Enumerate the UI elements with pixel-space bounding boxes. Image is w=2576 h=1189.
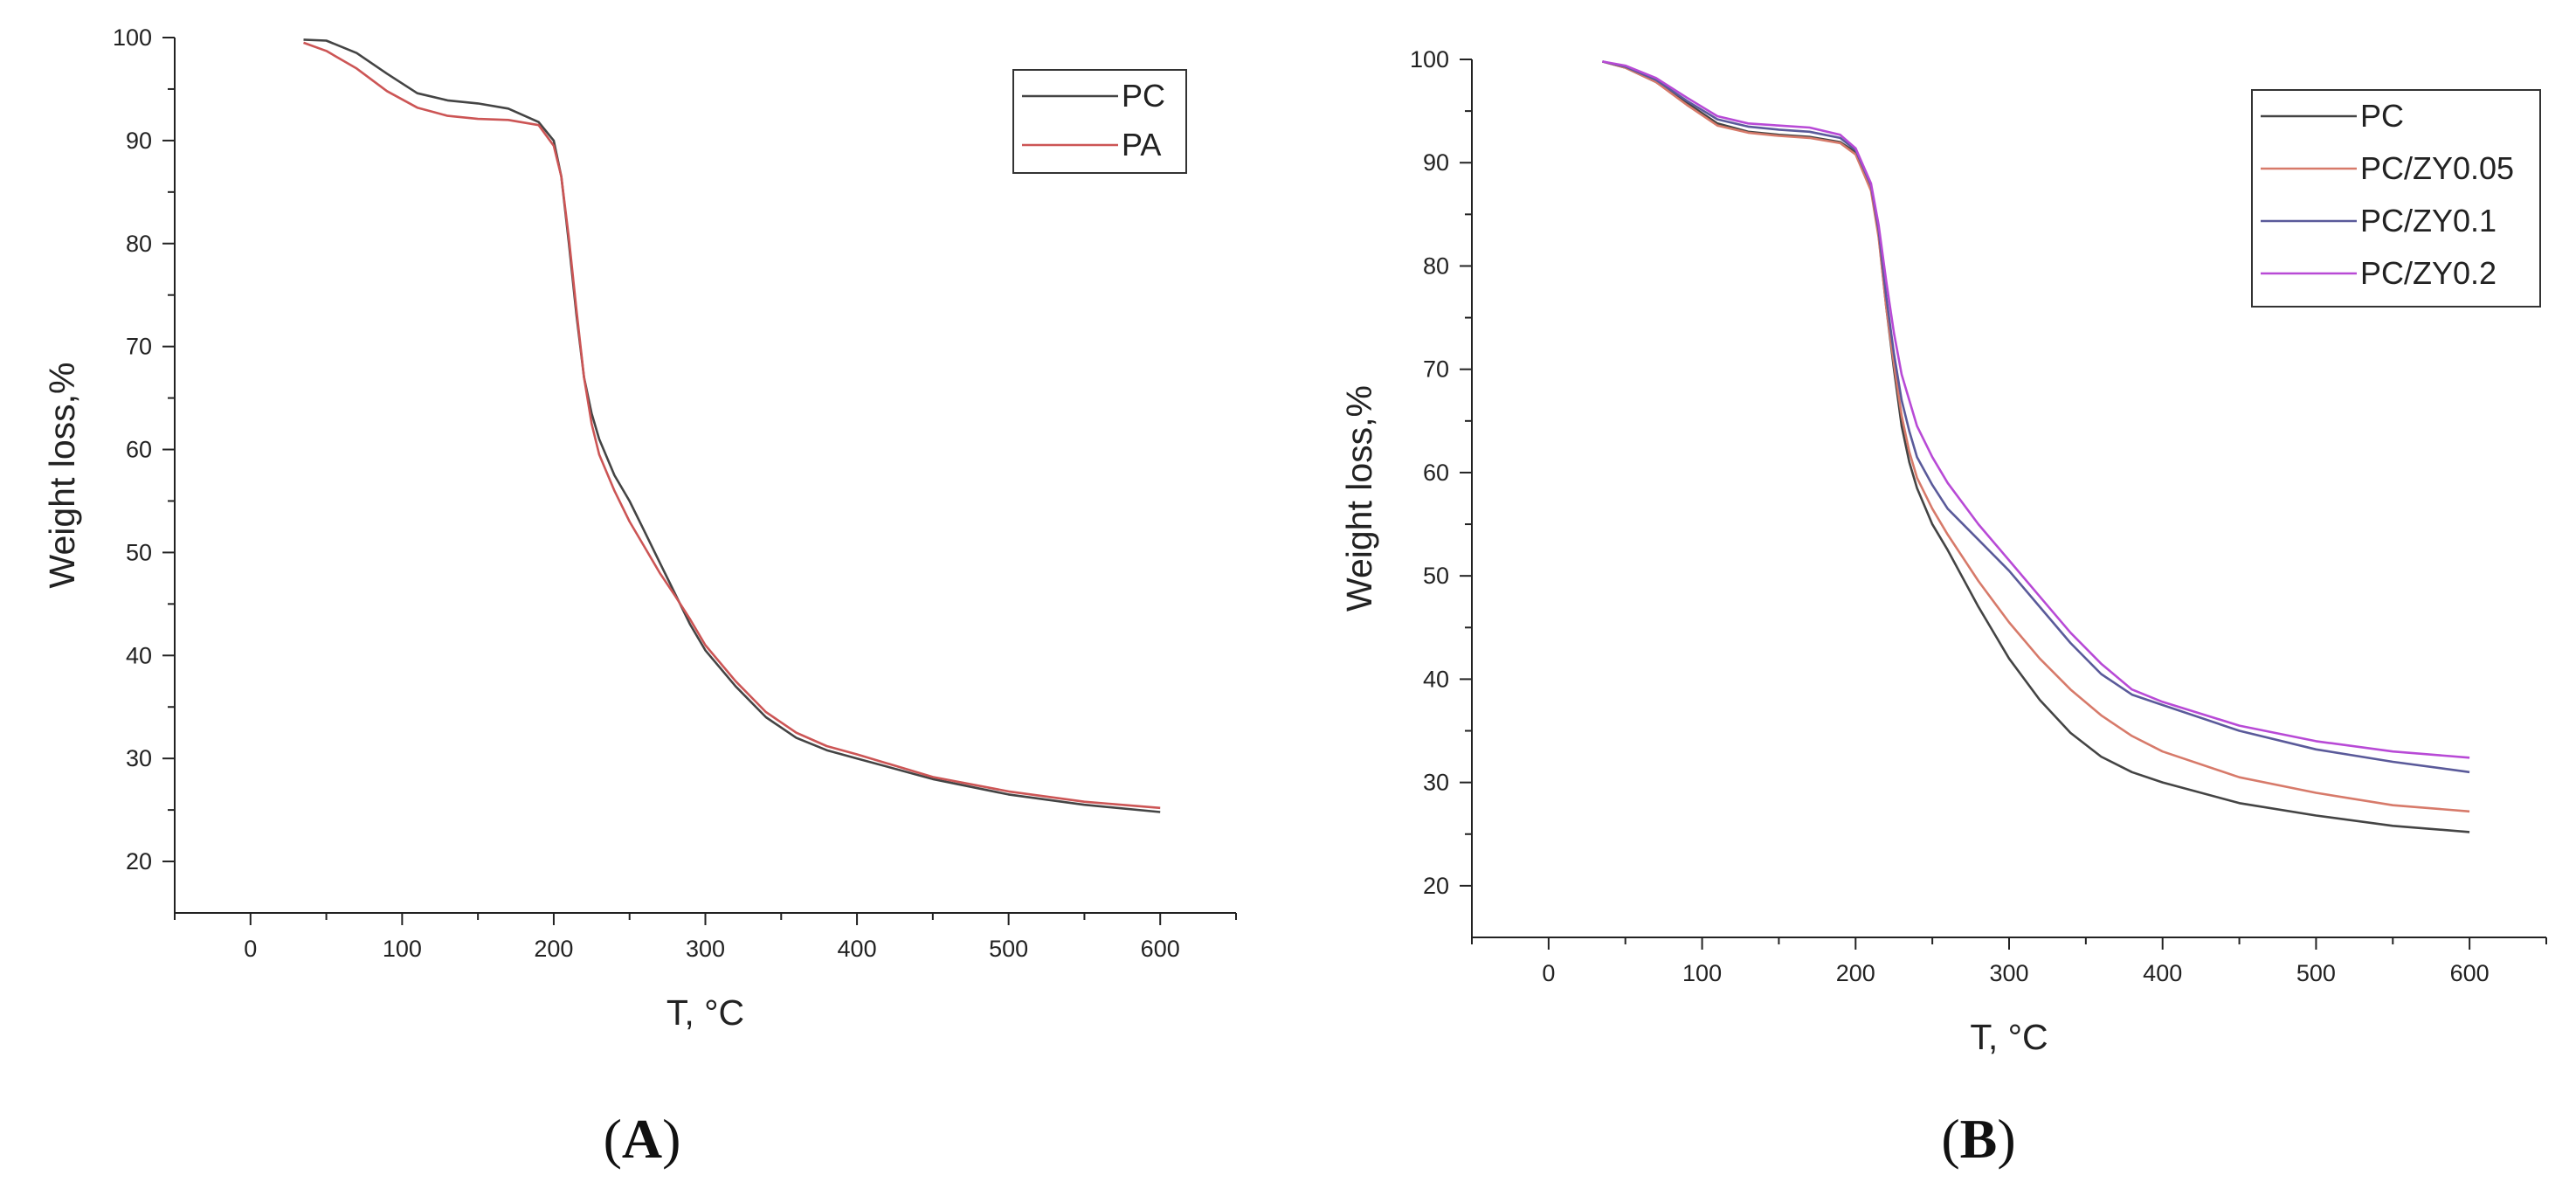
legend: PC PC/ZY0.05 PC/ZY0.1 PC/ZY0.2 xyxy=(2251,89,2541,308)
x-tick-label: 0 xyxy=(1542,960,1555,986)
y-tick-label: 80 xyxy=(126,231,152,257)
y-tick-label: 30 xyxy=(1423,770,1449,796)
plot-area xyxy=(1602,60,2470,833)
panel-letter: B xyxy=(1960,1108,1998,1170)
y-tick-label: 80 xyxy=(1423,252,1449,279)
y-tick-label: 100 xyxy=(113,24,152,51)
y-tick-label: 20 xyxy=(1423,873,1449,899)
x-tick-label: 500 xyxy=(989,936,1028,962)
series-line-pc-zy0-05 xyxy=(1602,60,2470,813)
y-tick-label: 40 xyxy=(1423,666,1449,692)
legend-label: PC/ZY0.1 xyxy=(2360,203,2497,238)
x-tick-label: 300 xyxy=(1989,960,2028,986)
x-tick-label: 100 xyxy=(1682,960,1722,986)
y-tick-label: 20 xyxy=(126,848,152,874)
x-tick-label: 100 xyxy=(383,936,422,962)
plot-area xyxy=(303,38,1161,813)
y-tick-label: 100 xyxy=(1410,46,1449,73)
panel-letter: A xyxy=(622,1108,662,1170)
legend: PC PA xyxy=(1012,69,1187,174)
x-tick-label: 200 xyxy=(1836,960,1875,986)
legend-box xyxy=(2251,89,2541,308)
panel-label: (B) xyxy=(1941,1108,2015,1170)
x-tick-label: 600 xyxy=(2450,960,2490,986)
chart-panel-a: 0 100 200 300 400 500 600 20 30 40 50 60 70 80 90 100 T… xyxy=(42,24,1237,1170)
y-tick-label: 70 xyxy=(126,334,152,360)
x-axis-label: T, °C xyxy=(1970,1017,2048,1057)
x-tick-label: 200 xyxy=(534,936,573,962)
y-axis-label: Weight loss,% xyxy=(42,362,82,588)
panel-label: (A) xyxy=(604,1108,681,1170)
chart-panel-b: 0 100 200 300 400 500 600 20 30 40 50 60 70 80 90 100 T… xyxy=(1339,46,2547,1170)
y-tick-label: 60 xyxy=(1423,460,1449,486)
x-tick-label: 600 xyxy=(1141,936,1180,962)
series-line-pc-zy0-1 xyxy=(1602,60,2470,774)
x-axis-label: T, °C xyxy=(666,992,744,1033)
y-tick-label: 30 xyxy=(126,745,152,771)
x-tick-label: 500 xyxy=(2296,960,2336,986)
tick-group: 0 100 200 300 400 500 600 20 30 40 50 60 70 80 90 100 xyxy=(1410,46,2547,986)
x-tick-label: 0 xyxy=(244,936,257,962)
y-tick-label: 40 xyxy=(126,642,152,668)
legend-label: PC/ZY0.05 xyxy=(2360,150,2514,186)
series-line-pc xyxy=(303,38,1161,813)
y-tick-label: 70 xyxy=(1423,356,1449,383)
y-tick-label: 60 xyxy=(126,437,152,463)
series-line-pa xyxy=(303,41,1161,810)
x-tick-label: 300 xyxy=(686,936,725,962)
y-tick-label: 90 xyxy=(1423,149,1449,176)
legend-label: PA xyxy=(1122,127,1161,162)
tick-group: 0 100 200 300 400 500 600 20 30 40 50 60 70 80 90 100 xyxy=(113,24,1237,962)
legend-label: PC xyxy=(2360,98,2404,134)
legend-box xyxy=(1012,69,1187,174)
series-line-pc-zy0-2 xyxy=(1602,60,2470,759)
y-tick-label: 90 xyxy=(126,128,152,154)
y-tick-label: 50 xyxy=(126,539,152,565)
y-axis-label: Weight loss,% xyxy=(1339,385,1379,612)
y-tick-label: 50 xyxy=(1423,563,1449,589)
x-tick-label: 400 xyxy=(2143,960,2182,986)
legend-label: PC xyxy=(1122,78,1165,114)
legend-label: PC/ZY0.2 xyxy=(2360,255,2497,291)
x-tick-label: 400 xyxy=(838,936,877,962)
